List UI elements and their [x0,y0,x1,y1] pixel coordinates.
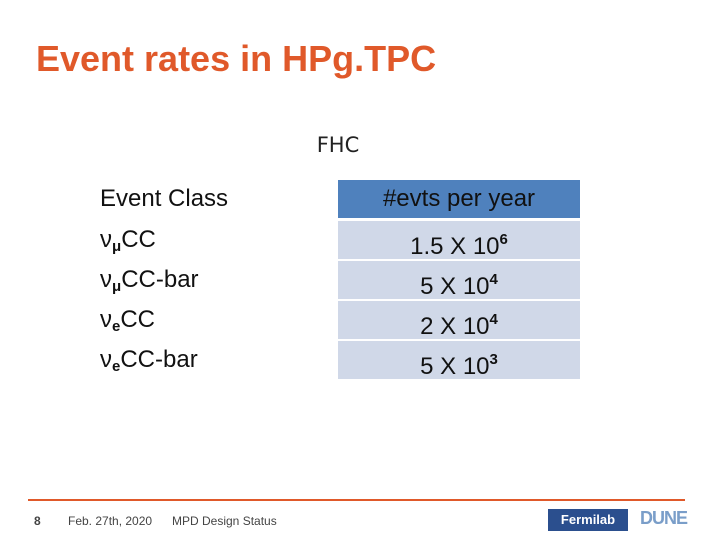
text-part: 5 X 10 [420,353,490,380]
text-part: CC-bar [121,266,199,293]
row-label: νeCC [100,301,336,339]
subtitle: FHC [316,133,360,157]
row-label: νμCC-bar [100,261,336,299]
text-part: 4 [489,311,498,328]
text-part: μ [112,238,122,255]
row-label: νμCC [100,221,336,259]
footer-topic: MPD Design Status [172,514,277,528]
text-part: 2 X 10 [420,313,490,340]
logo: Fermilab [548,509,628,531]
text-part: 6 [499,231,508,248]
text-part: ν [100,266,112,293]
header-cell: #evts per year [338,180,580,218]
text-part: CC [120,306,156,333]
logo: DUNE [640,508,688,528]
text-part: e [112,358,121,375]
row-label: νeCC-bar [100,341,336,379]
text-part: μ [112,278,122,295]
value-cell: 1.5 X 106 [338,221,580,260]
slide-title: Event rates in HPg.TPC [36,38,437,79]
text-part: ν [100,346,112,373]
footer-rule [28,499,685,501]
text-part: 5 X 10 [420,273,490,300]
page-number: 8 [34,514,41,528]
text-part: CC [121,226,156,253]
footer-date: Feb. 27th, 2020 [68,514,153,528]
text-part: e [112,318,121,335]
header-cell: Event Class [100,185,229,212]
value-cell: 5 X 104 [338,261,580,300]
text-part: 3 [489,351,498,368]
value-cell: 5 X 103 [338,341,580,380]
text-part: CC-bar [120,346,198,373]
text-part: ν [100,226,112,253]
text-part: 1.5 X 10 [410,233,500,260]
value-cell: 2 X 104 [338,301,580,340]
text-part: 4 [489,271,498,288]
text-part: ν [100,306,112,333]
